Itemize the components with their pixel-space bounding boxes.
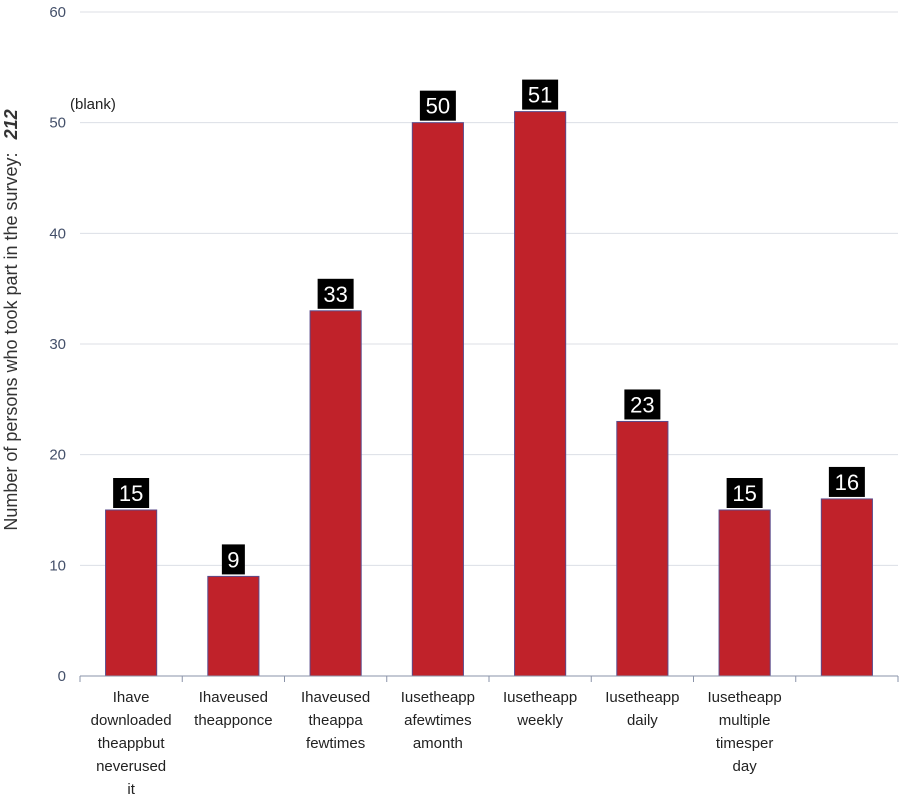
data-label-text: 15 [119, 481, 143, 506]
x-category-label-line: downloaded [91, 712, 172, 729]
data-label: 50 [419, 90, 456, 121]
y-tick-label: 20 [49, 447, 66, 464]
x-category-label-line: theapponce [194, 712, 272, 729]
bar [411, 122, 464, 677]
bar [207, 575, 260, 677]
data-label-text: 16 [835, 470, 859, 495]
x-category-label-line: afewtimes [404, 712, 472, 729]
data-label-box [419, 90, 456, 121]
x-category-label-line: Ihaveused [199, 689, 268, 706]
y-tick-label: 60 [49, 4, 66, 21]
data-label-text: 33 [323, 282, 347, 307]
x-category-label-line: neverused [96, 758, 166, 775]
y-tick-label: 40 [49, 225, 66, 242]
y-tick-label: 30 [49, 336, 66, 353]
x-category-label-line: it [127, 781, 135, 798]
bar [820, 498, 873, 677]
x-category-label: Iusetheapp multiple timesper day [708, 689, 782, 775]
gridlines [80, 11, 898, 677]
x-category-label-line: multiple [719, 712, 771, 729]
x-category-label-line: Iusetheapp [708, 689, 782, 706]
x-category-label-line: Iusetheapp [503, 689, 577, 706]
data-label-box [522, 79, 559, 110]
data-labels: 15 9 33 50 51 23 15 16 [113, 79, 865, 575]
y-axis-title-text: Number of persons who took part in the s… [1, 152, 21, 530]
bar [309, 310, 362, 677]
y-axis-title: Number of persons who took part in the s… [1, 109, 21, 530]
data-label-text: 15 [732, 481, 756, 506]
data-label: 15 [726, 478, 763, 508]
data-label: 51 [522, 79, 559, 110]
y-tick-label: 10 [49, 557, 66, 574]
data-label: 9 [221, 544, 245, 575]
data-label: 23 [624, 389, 661, 420]
data-label: 15 [113, 478, 150, 508]
x-category-label-line: theappbut [98, 735, 166, 752]
data-label-box [113, 478, 150, 508]
x-category-label: Ihaveused theappa fewtimes [301, 689, 370, 752]
x-category-label-line: weekly [516, 712, 563, 729]
bar [514, 111, 567, 677]
x-category-label-line: Iusetheapp [401, 689, 475, 706]
x-category-label-line: Iusetheapp [605, 689, 679, 706]
x-category-label-line: daily [627, 712, 658, 729]
blank-annotation: (blank) [70, 96, 116, 113]
data-label-box [828, 466, 865, 497]
x-category-label-line: Ihave [113, 689, 150, 706]
x-category-label-line: theappa [309, 712, 364, 729]
data-label-box [317, 278, 354, 309]
x-category-label-line: day [733, 758, 758, 775]
data-label: 33 [317, 278, 354, 309]
bars [105, 111, 873, 677]
y-axis-ticks: 0 10 20 30 40 50 60 [49, 4, 66, 685]
x-category-label-line: amonth [413, 735, 463, 752]
data-label-text: 50 [426, 94, 450, 119]
y-tick-label: 50 [49, 115, 66, 132]
x-axis-labels: Ihave downloaded theappbut neverused itIhave… [79, 676, 899, 798]
x-category-label: Iusetheapp daily [605, 689, 679, 729]
data-label-box [221, 544, 245, 575]
data-label-text: 51 [528, 83, 552, 108]
x-category-label-line: timesper [716, 735, 774, 752]
data-label-text: 9 [227, 547, 239, 572]
bar [616, 420, 669, 677]
x-category-label-line: fewtimes [306, 735, 365, 752]
data-label: 16 [828, 466, 865, 497]
x-category-label: Iusetheapp weekly [503, 689, 577, 729]
x-category-label: Iusetheapp afewtimes amonth [401, 689, 475, 752]
y-tick-label: 0 [58, 668, 66, 685]
bar [105, 509, 158, 677]
x-category-label-line: Ihaveused [301, 689, 370, 706]
x-category-label: Ihaveused theapponce [194, 689, 272, 729]
bar [718, 509, 771, 677]
data-label-text: 23 [630, 392, 654, 417]
x-category-label: Ihave downloaded theappbut neverused it [91, 689, 172, 798]
data-label-box [624, 389, 661, 420]
y-axis-title-total: 212 [1, 109, 21, 140]
data-label-box [726, 478, 763, 508]
